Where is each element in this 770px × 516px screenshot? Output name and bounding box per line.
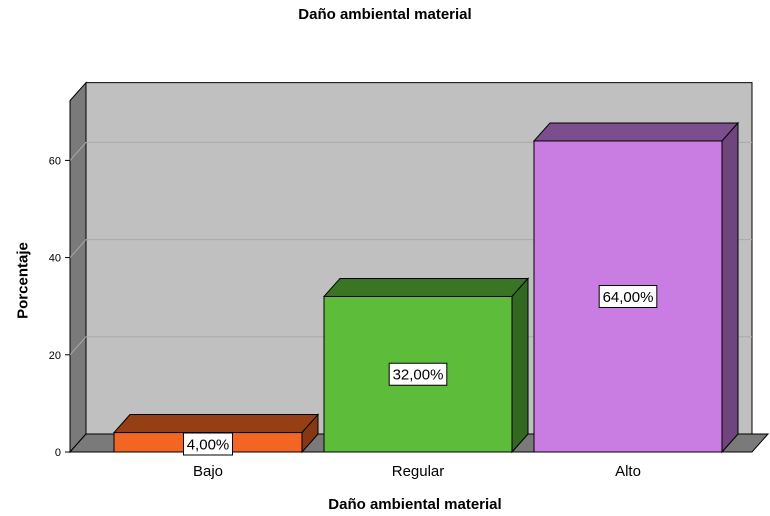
bar-alto: 64,00% bbox=[532, 121, 740, 454]
y-tick-label: 40 bbox=[49, 253, 61, 265]
data-label: 4,00% bbox=[187, 437, 230, 454]
x-tick-label: Alto bbox=[615, 463, 641, 480]
bar-bajo: 4,00% bbox=[112, 413, 320, 456]
data-label-box bbox=[183, 432, 233, 456]
bar-side-face bbox=[511, 277, 529, 454]
bar-regular: 32,00% bbox=[322, 277, 530, 454]
bar-top-face bbox=[322, 277, 530, 297]
x-axis-label: Daño ambiental material bbox=[328, 496, 502, 513]
data-label: 32,00% bbox=[393, 367, 444, 384]
data-label-box bbox=[388, 362, 448, 386]
y-tick-label: 60 bbox=[49, 155, 61, 167]
left-wall bbox=[69, 81, 87, 454]
bar-top-face bbox=[112, 414, 320, 434]
x-tick-label: Bajo bbox=[193, 463, 223, 480]
x-tick-label: Regular bbox=[392, 463, 445, 480]
y-tick-label: 0 bbox=[55, 447, 61, 459]
data-label-box bbox=[598, 284, 658, 308]
data-label: 64,00% bbox=[603, 289, 654, 306]
bar-side-face bbox=[721, 121, 739, 454]
y-tick-label: 20 bbox=[49, 350, 61, 362]
gridline bbox=[69, 336, 752, 356]
chart-title: Daño ambiental material bbox=[298, 6, 472, 23]
bar-top-face bbox=[532, 122, 740, 142]
gridline bbox=[69, 239, 752, 258]
gridline bbox=[69, 141, 752, 161]
